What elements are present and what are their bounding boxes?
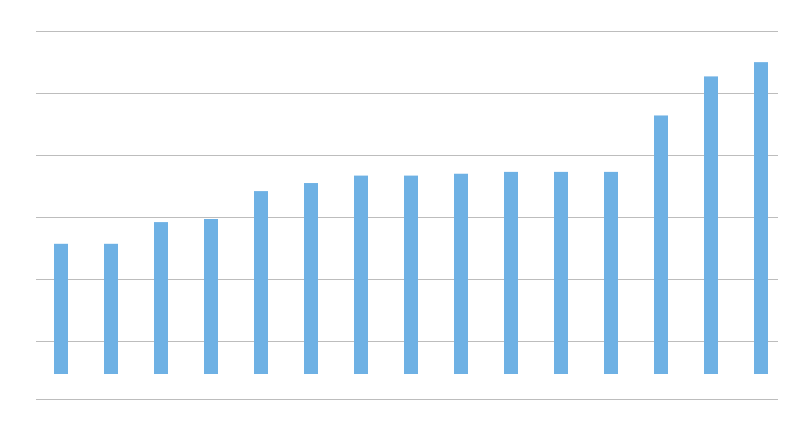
bar-13 (654, 115, 668, 375)
bar-3 (154, 222, 168, 374)
bar-7 (354, 175, 368, 374)
bar-11 (554, 171, 568, 374)
bar-10 (504, 171, 518, 374)
bar-6 (304, 183, 318, 374)
bar-4 (204, 219, 218, 374)
bar-series (54, 62, 768, 375)
bar-2 (104, 243, 118, 374)
bar-15 (754, 62, 768, 374)
bar-8 (404, 175, 418, 374)
bar-12 (604, 171, 618, 374)
bar-5 (254, 191, 268, 374)
bar-9 (454, 173, 468, 374)
bar-1 (54, 243, 68, 374)
bar-14 (704, 76, 718, 375)
